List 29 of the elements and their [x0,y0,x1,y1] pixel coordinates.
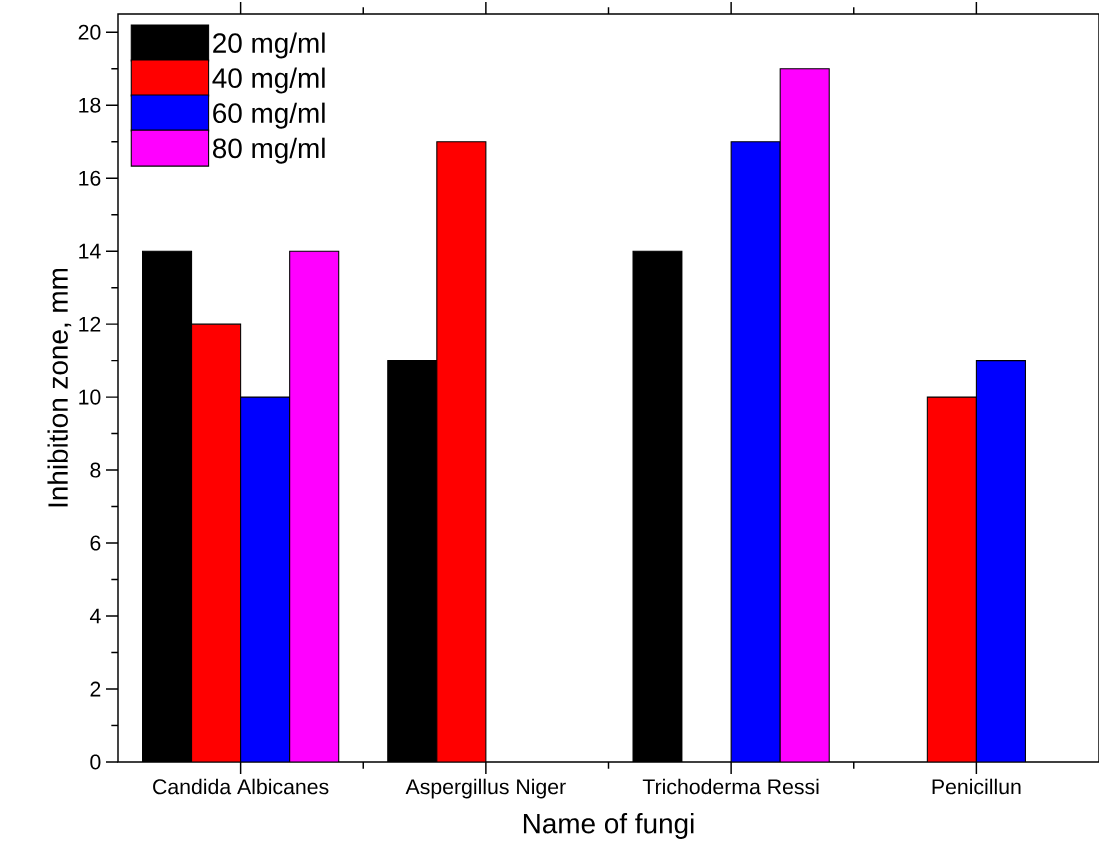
bar [289,250,340,762]
legend-label: 80 mg/ml [213,137,325,164]
y-tick-label: 12 [79,316,101,332]
y-tick-label: 20 [78,24,101,40]
y-tick-label: 2 [90,681,101,697]
x-axis-title: Name of fungi [523,812,694,839]
y-axis-title: Inhibition zone, mm [47,268,72,507]
bar [436,141,487,762]
x-tick-label: Candida Albicanes [153,778,329,795]
bar [779,68,830,762]
legend-label: 40 mg/ml [212,67,325,94]
y-tick-label: 0 [90,754,101,770]
bar [730,141,781,762]
y-tick-label: 10 [79,389,101,405]
bar [240,396,291,762]
y-tick-label: 16 [79,170,101,186]
bar [926,396,977,762]
y-tick-label: 4 [89,608,101,624]
legend-label: 20 mg/ml [213,32,325,59]
legend-label: 60 mg/ml [213,102,325,129]
x-tick-label: Aspergillus Niger [405,778,566,799]
x-tick-label: Penicillun [932,778,1021,795]
y-tick-label: 8 [90,462,101,478]
bar [191,323,242,762]
y-tick-label: 14 [79,243,101,259]
y-tick-label: 6 [90,535,101,551]
x-tick-label: Trichoderma Ressi [642,778,819,795]
y-tick-label: 18 [79,97,101,113]
bar [975,360,1026,762]
